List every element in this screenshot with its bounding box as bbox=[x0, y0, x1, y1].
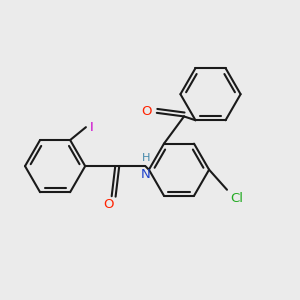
Text: I: I bbox=[89, 121, 93, 134]
Text: N: N bbox=[141, 168, 151, 181]
Text: O: O bbox=[103, 198, 114, 211]
Text: O: O bbox=[141, 105, 152, 118]
Text: H: H bbox=[142, 152, 150, 163]
Text: Cl: Cl bbox=[231, 192, 244, 205]
